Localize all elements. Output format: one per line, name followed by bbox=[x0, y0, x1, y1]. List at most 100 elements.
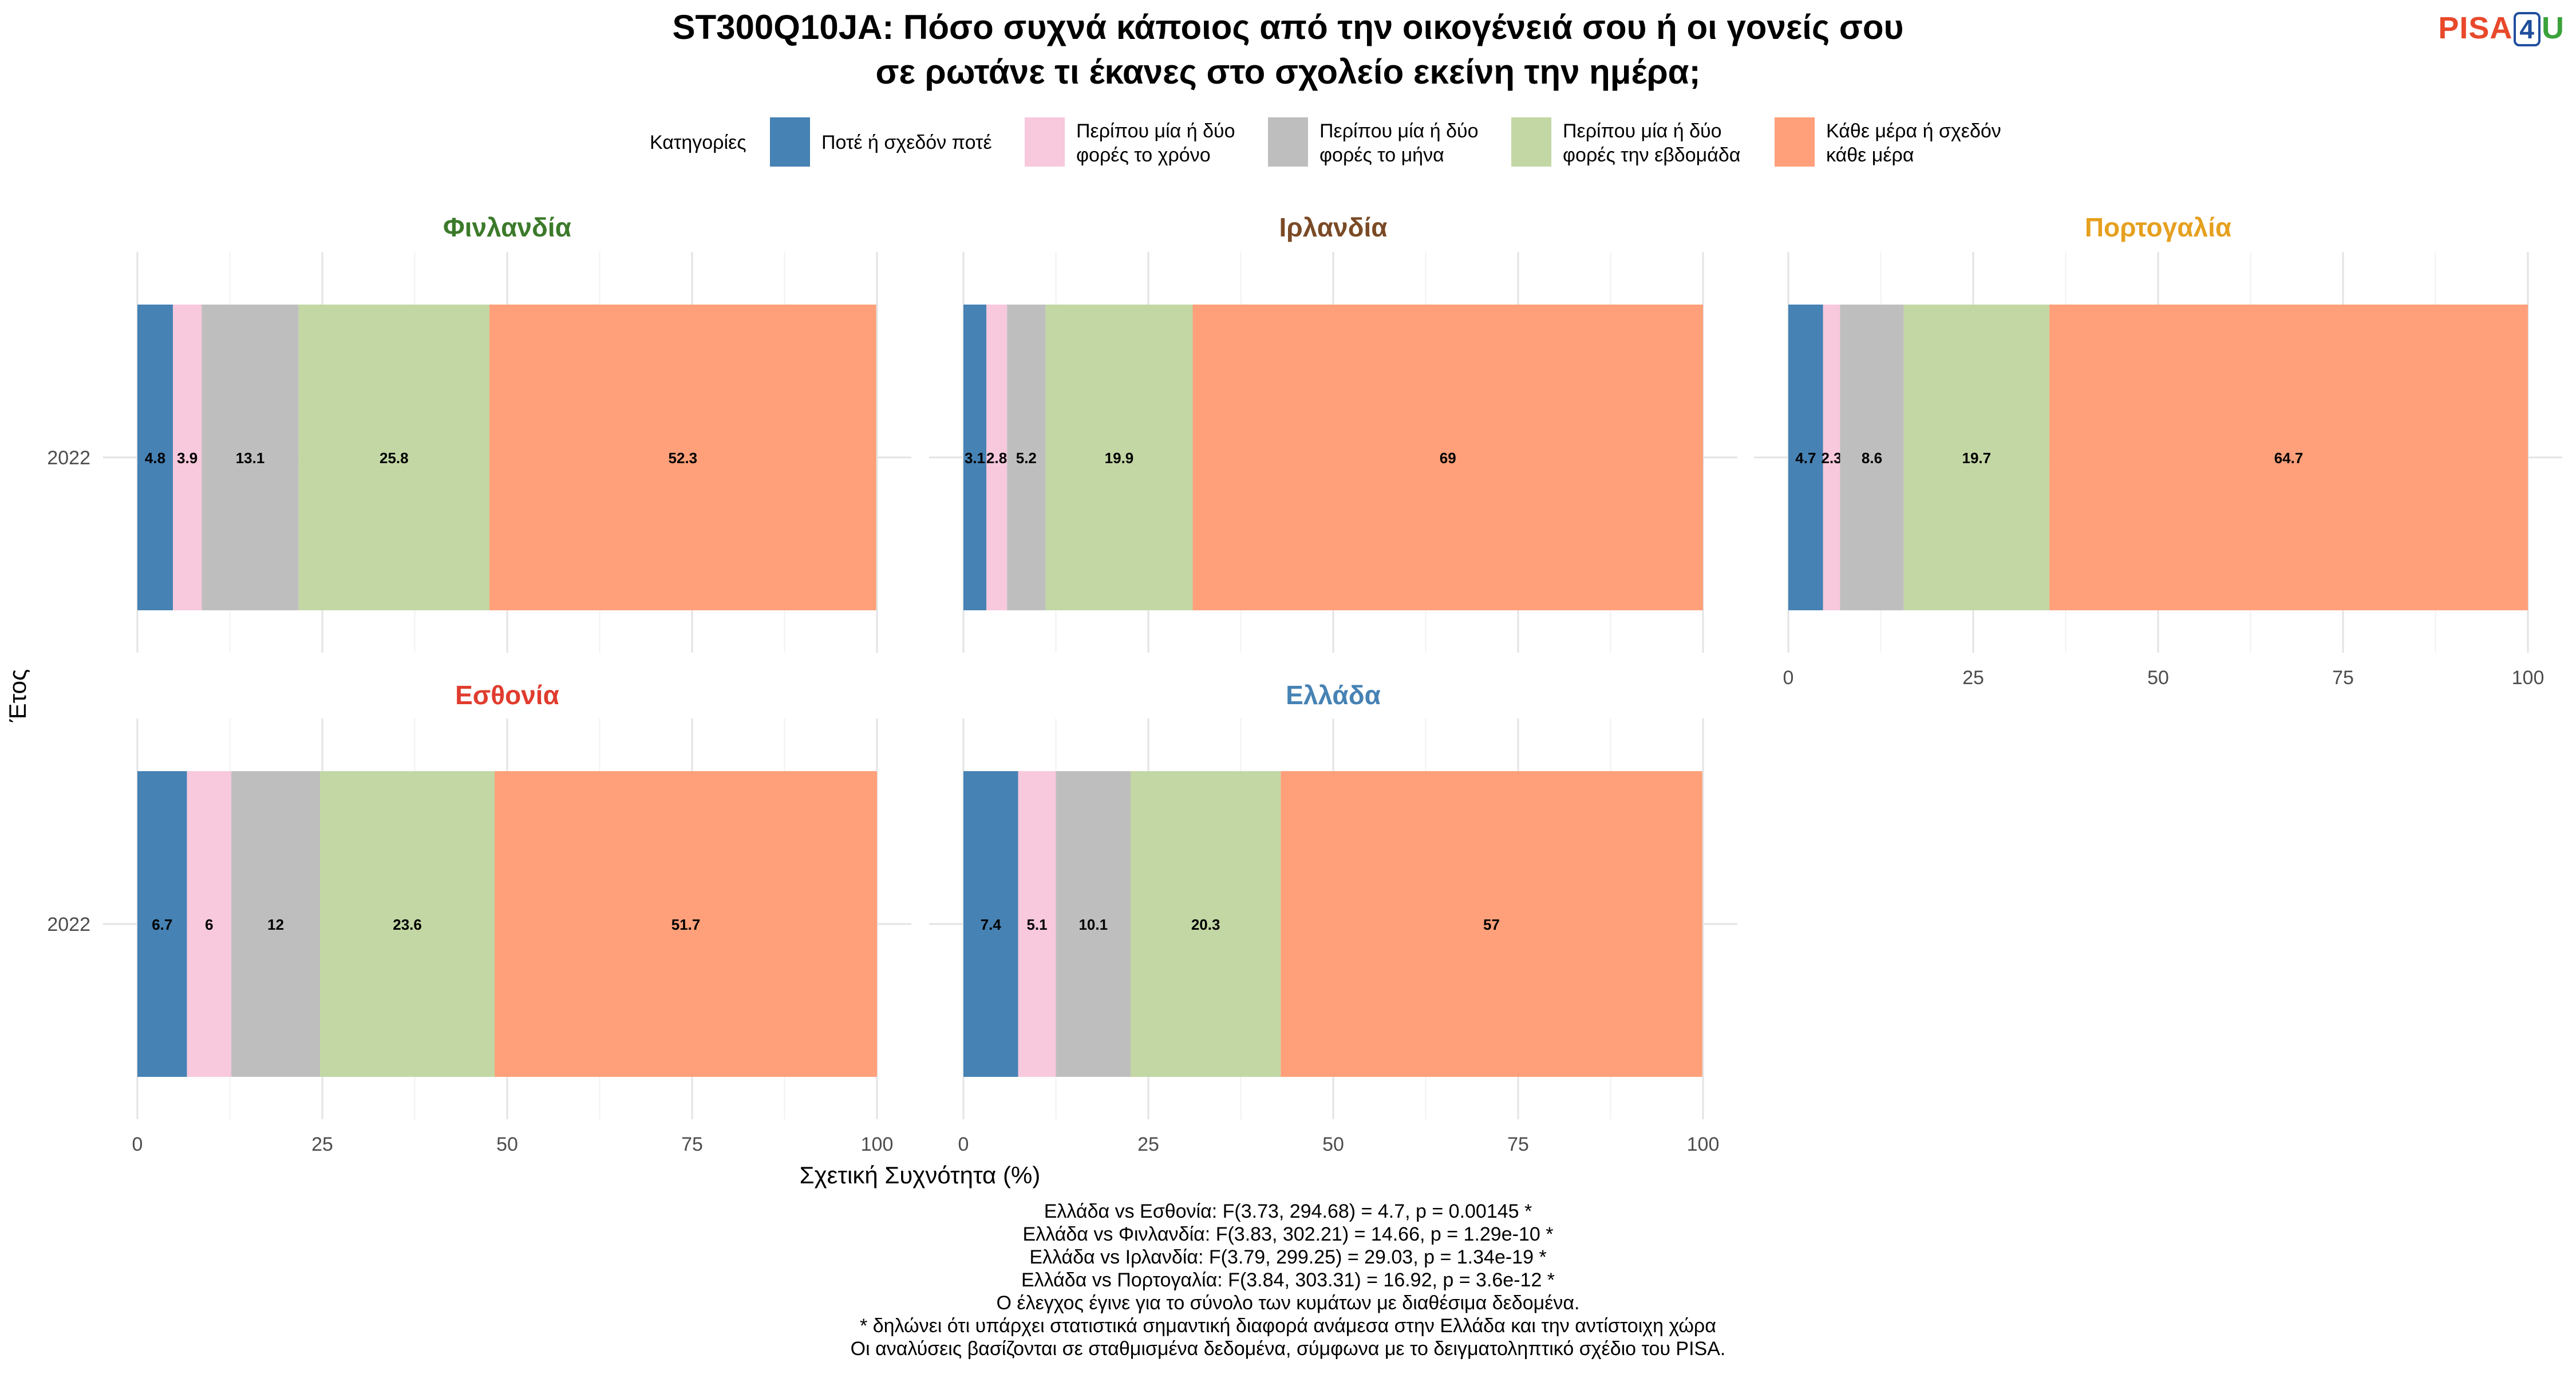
caption-line: * δηλώνει ότι υπάρχει στατιστικά σημαντι… bbox=[860, 1315, 1716, 1337]
bar-data-label: 5.2 bbox=[1016, 449, 1037, 467]
bar-data-label: 25.8 bbox=[380, 449, 409, 467]
bar-data-label: 6 bbox=[205, 916, 213, 933]
panel-title: Ελλάδα bbox=[1286, 680, 1381, 710]
bar-data-label: 8.6 bbox=[1862, 449, 1882, 467]
x-tick-label: 0 bbox=[132, 1134, 143, 1155]
legend-label: Περίπου μία ή δύο bbox=[1076, 120, 1235, 142]
bar-segment bbox=[137, 771, 187, 1077]
legend-title: Κατηγορίες bbox=[650, 132, 746, 153]
caption-line: Ελλάδα vs Πορτογαλία: F(3.84, 303.31) = … bbox=[1021, 1269, 1555, 1291]
bar-segment bbox=[986, 305, 1008, 610]
bar-segment bbox=[1840, 305, 1904, 610]
x-tick-label: 0 bbox=[1783, 667, 1794, 689]
x-tick-label: 100 bbox=[1687, 1134, 1720, 1155]
bar-data-label: 3.9 bbox=[177, 449, 197, 467]
bar-data-label: 19.7 bbox=[1962, 449, 1992, 467]
y-tick-label: 2022 bbox=[47, 447, 90, 469]
legend-label: Ποτέ ή σχεδόν ποτέ bbox=[821, 132, 992, 153]
x-tick-label: 50 bbox=[2147, 667, 2169, 689]
bar-data-label: 6.7 bbox=[152, 916, 172, 933]
x-tick-label: 50 bbox=[496, 1134, 518, 1155]
bar-segment bbox=[1903, 305, 2050, 610]
x-tick-label: 75 bbox=[2332, 667, 2354, 689]
bar-data-label: 69 bbox=[1440, 449, 1456, 467]
x-tick-label: 50 bbox=[1322, 1134, 1344, 1155]
bar-segment bbox=[1045, 305, 1193, 610]
bar-segment bbox=[298, 305, 489, 610]
legend-key bbox=[1025, 117, 1065, 167]
bar-data-label: 7.4 bbox=[981, 916, 1002, 933]
x-tick-label: 25 bbox=[1962, 667, 1984, 689]
panel-title: Φινλανδία bbox=[443, 212, 571, 242]
y-tick-label: 2022 bbox=[47, 914, 90, 935]
bar-segment bbox=[1788, 305, 1823, 610]
chart-title-line: ST300Q10JA: Πόσο συχνά κάποιος από την ο… bbox=[673, 8, 1904, 46]
x-tick-label: 25 bbox=[1137, 1134, 1159, 1155]
bar-segment bbox=[1130, 771, 1281, 1077]
bar-data-label: 12 bbox=[267, 916, 284, 933]
caption-line: Ο έλεγχος έγινε για το σύνολο των κυμάτω… bbox=[997, 1292, 1580, 1314]
bar-segment bbox=[1281, 771, 1702, 1077]
legend-key bbox=[1775, 117, 1815, 167]
x-tick-label: 0 bbox=[958, 1134, 969, 1155]
legend-label: Περίπου μία ή δύο bbox=[1563, 120, 1722, 142]
x-tick-label: 75 bbox=[1507, 1134, 1529, 1155]
bar-data-label: 13.1 bbox=[236, 449, 265, 467]
bar-segment bbox=[202, 305, 299, 610]
logo-text-pisa: PISA bbox=[2438, 11, 2513, 45]
caption-line: Οι αναλύσεις βασίζονται σε σταθμισμένα δ… bbox=[851, 1338, 1726, 1360]
legend-key bbox=[1511, 117, 1551, 167]
caption-line: Ελλάδα vs Εσθονία: F(3.73, 294.68) = 4.7… bbox=[1044, 1201, 1532, 1222]
bar-data-label: 10.1 bbox=[1078, 916, 1108, 933]
bar-segment bbox=[187, 771, 232, 1077]
bar-data-label: 20.3 bbox=[1191, 916, 1220, 933]
bar-data-label: 5.1 bbox=[1026, 916, 1047, 933]
caption-line: Ελλάδα vs Ιρλανδία: F(3.79, 299.25) = 29… bbox=[1029, 1246, 1546, 1268]
bar-segment bbox=[320, 771, 495, 1077]
bar-data-label: 4.7 bbox=[1795, 449, 1816, 467]
legend-label: φορές το χρόνο bbox=[1076, 144, 1211, 166]
bar-data-label: 2.8 bbox=[986, 449, 1007, 467]
bar-data-label: 23.6 bbox=[393, 916, 422, 933]
x-tick-label: 100 bbox=[2512, 667, 2545, 689]
logo-text-u: U bbox=[2542, 11, 2565, 45]
bar-segment bbox=[231, 771, 321, 1077]
bar-segment bbox=[1007, 305, 1046, 610]
bar-data-label: 64.7 bbox=[2274, 449, 2304, 467]
legend-label: Κάθε μέρα ή σχεδόν bbox=[1826, 120, 2001, 142]
bar-segment bbox=[963, 771, 1018, 1077]
x-tick-label: 25 bbox=[311, 1134, 333, 1155]
legend-label: κάθε μέρα bbox=[1826, 144, 1914, 166]
bar-segment bbox=[1823, 305, 1840, 610]
x-axis-title: Σχετική Συχνότητα (%) bbox=[800, 1162, 1041, 1189]
x-tick-label: 100 bbox=[861, 1134, 894, 1155]
logo-text-4: 4 bbox=[2514, 12, 2541, 46]
legend-key bbox=[770, 117, 810, 167]
bar-data-label: 4.8 bbox=[145, 449, 165, 467]
bar-data-label: 2.3 bbox=[1822, 449, 1842, 467]
bar-segment bbox=[489, 305, 876, 610]
bar-segment bbox=[1056, 771, 1131, 1077]
bar-data-label: 51.7 bbox=[671, 916, 701, 933]
bar-segment bbox=[495, 771, 877, 1077]
bar-segment bbox=[1018, 771, 1056, 1077]
bar-data-label: 3.1 bbox=[965, 449, 985, 467]
legend-label: φορές το μήνα bbox=[1319, 144, 1444, 166]
bar-data-label: 57 bbox=[1483, 916, 1500, 933]
chart-title-line: σε ρωτάνε τι έκανες στο σχολείο εκείνη τ… bbox=[875, 53, 1700, 91]
x-tick-label: 75 bbox=[681, 1134, 703, 1155]
bar-segment bbox=[2049, 305, 2528, 610]
panel-title: Ιρλανδία bbox=[1279, 212, 1387, 242]
bar-segment bbox=[137, 305, 173, 610]
y-axis-title: Έτος bbox=[4, 669, 31, 723]
panel-title: Πορτογαλία bbox=[2085, 212, 2231, 242]
legend-key bbox=[1268, 117, 1308, 167]
bar-segment bbox=[963, 305, 987, 610]
bar-segment bbox=[1192, 305, 1703, 610]
caption-line: Ελλάδα vs Φινλανδία: F(3.83, 302.21) = 1… bbox=[1023, 1223, 1554, 1245]
panel-title: Εσθονία bbox=[455, 680, 559, 710]
legend-label: φορές την εβδομάδα bbox=[1563, 144, 1740, 166]
legend-label: Περίπου μία ή δύο bbox=[1319, 120, 1479, 142]
pisa4u-logo: PISA 4 U bbox=[2438, 10, 2565, 46]
